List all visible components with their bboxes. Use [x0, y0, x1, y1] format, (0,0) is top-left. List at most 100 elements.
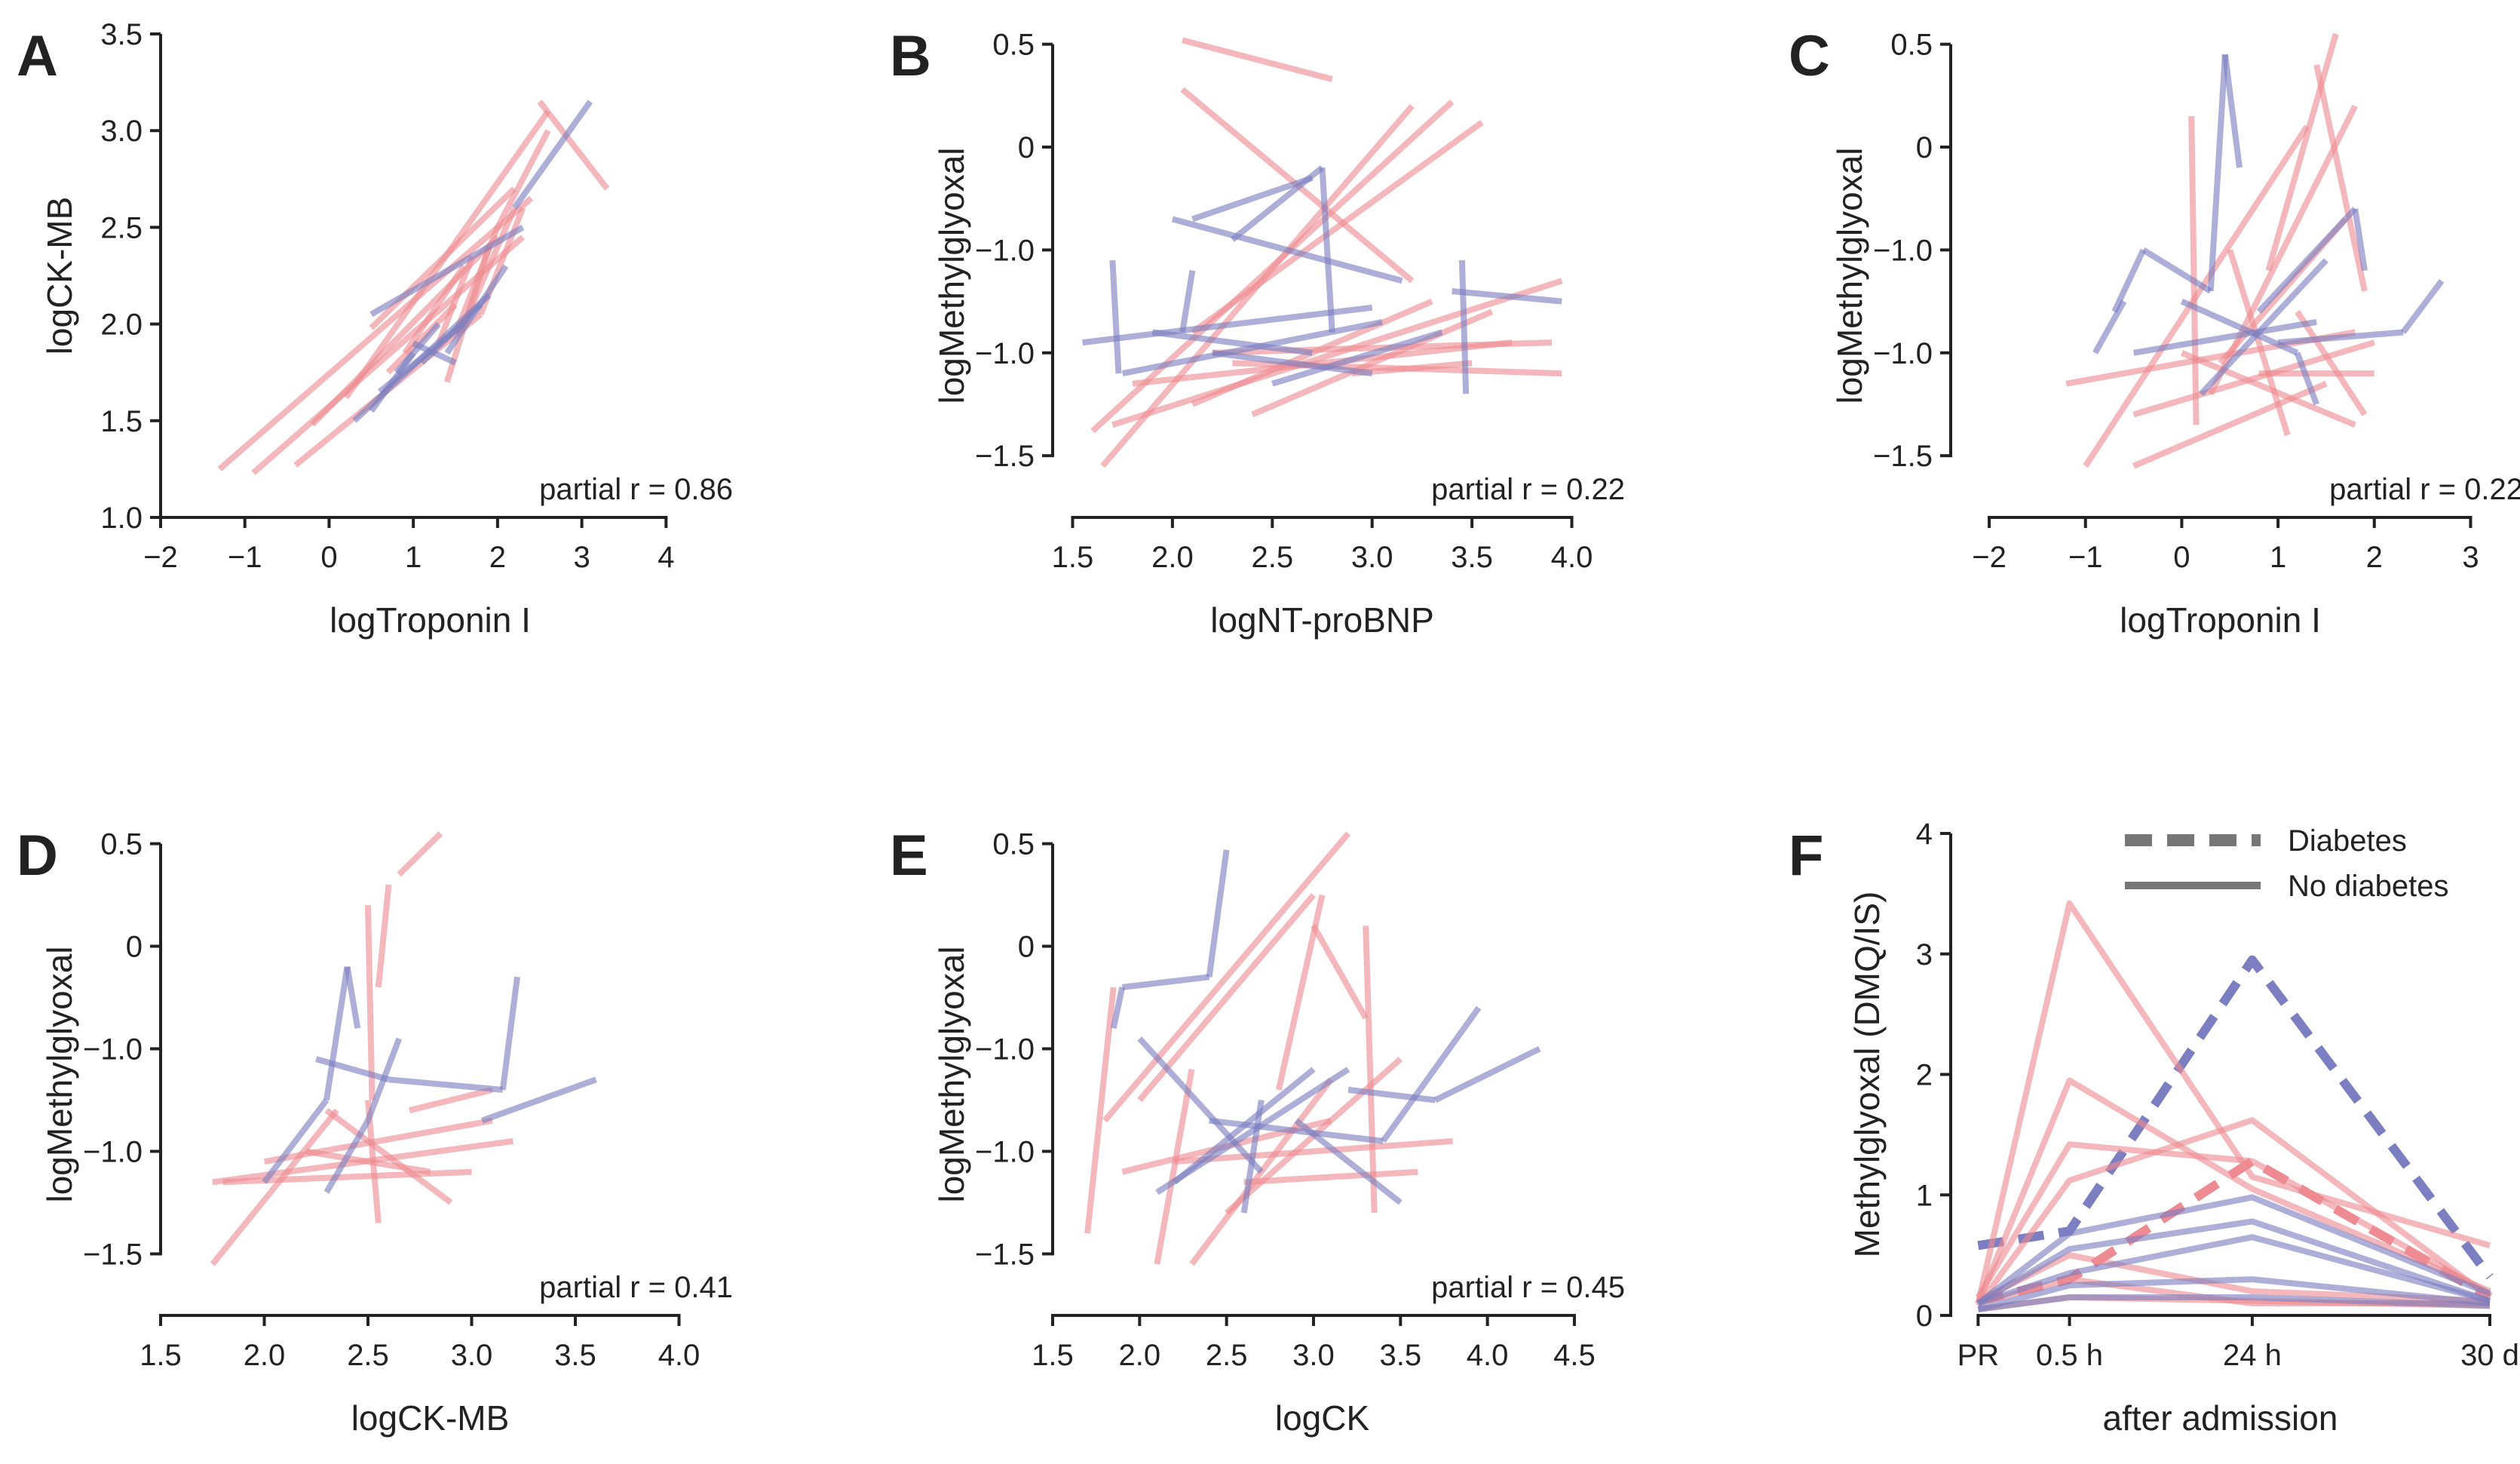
series-line-red	[1311, 924, 1369, 1020]
series-line-blue	[1977, 1294, 2491, 1312]
x-tick-label: −1	[2068, 541, 2103, 574]
series-line-red	[2180, 350, 2356, 428]
series-line-red	[1976, 1117, 2492, 1308]
y-tick-label: 3.5	[100, 18, 143, 51]
y-tick-label: −1.0	[83, 1033, 143, 1067]
series-line-blue	[2180, 298, 2299, 356]
series-line-blue	[2132, 318, 2317, 356]
series-line-blue	[1121, 974, 1210, 990]
y-axis-label: logMethylglyoxal	[1830, 147, 1869, 404]
series-line-red	[2313, 64, 2368, 292]
series-line-red	[2188, 116, 2200, 425]
series-line-blue	[2221, 54, 2243, 168]
y-axis-label: logMethylglyoxal	[932, 946, 971, 1202]
series-line-red	[2132, 339, 2375, 418]
series-line-red	[402, 264, 467, 355]
series-line-red	[1363, 925, 1378, 1214]
series-line-blue	[1380, 1005, 1482, 1143]
partial-r-annotation: partial r = 0.41	[539, 1271, 733, 1304]
y-tick-label: −1.5	[83, 1238, 143, 1271]
x-tick-label: 2.0	[1119, 1339, 1161, 1372]
series-line-blue	[1172, 1067, 1316, 1185]
panel-letter: D	[17, 824, 58, 888]
series-line-blue	[2294, 351, 2319, 406]
series-line-blue	[369, 351, 416, 413]
x-tick-label: 2	[489, 541, 506, 574]
series-line-red	[210, 1108, 339, 1266]
partial-r-annotation: partial r = 0.22	[1431, 473, 1625, 506]
partial-r-annotation: partial r = 0.22	[2329, 473, 2520, 506]
x-tick-label: 4	[658, 541, 674, 574]
panel-d: −1.5 −1.0 −1.0 0 0.5 1.5 2.0 2.5 3.0 3.5 4.0 logCK-…	[17, 824, 733, 1438]
x-axis-label: logTroponin I	[2120, 600, 2321, 640]
y-tick-label: −1.5	[975, 1238, 1035, 1271]
x-tick-label: 2.5	[1206, 1339, 1248, 1372]
x-tick-label: 1	[405, 541, 422, 574]
x-tick-label: 30 d	[2460, 1339, 2519, 1372]
series-line-red	[1191, 120, 1484, 335]
series-line-blue	[1347, 1086, 1436, 1103]
y-tick-label: 0	[1916, 1300, 1933, 1333]
series-line-blue	[1977, 1276, 2491, 1312]
series-line-blue	[1212, 349, 1373, 377]
series-line-blue	[1209, 1117, 1384, 1144]
series-line-blue	[365, 1037, 403, 1122]
x-tick-label: 3	[2462, 541, 2479, 574]
series-line-red	[2132, 381, 2328, 469]
y-tick-label: 1	[1916, 1179, 1933, 1212]
panel-letter: F	[1789, 824, 1823, 888]
x-tick-label: 24 h	[2223, 1339, 2282, 1372]
y-axis-label: logCK-MB	[40, 197, 79, 355]
y-tick-label: 0	[126, 931, 143, 964]
series-line-red	[397, 831, 443, 877]
y-axis-label: Methylglyoxal (DMQ/IS)	[1847, 892, 1887, 1258]
y-tick-label: 3.0	[100, 115, 143, 148]
series-line-blue	[412, 340, 457, 366]
y-axis-label: logMethylglyoxal	[932, 147, 971, 404]
series-line-blue	[2092, 299, 2127, 354]
x-tick-label: PR	[1957, 1339, 2000, 1372]
x-tick-label: −2	[143, 541, 178, 574]
series-line-blue	[2400, 278, 2445, 334]
series-line-red	[537, 100, 610, 191]
series-line-blue	[1137, 1036, 1264, 1174]
x-tick-label: 0.5 h	[2036, 1339, 2103, 1372]
x-tick-label: 0	[2173, 541, 2190, 574]
series-line-blue	[480, 1076, 597, 1124]
x-axis-label: logTroponin I	[330, 600, 531, 640]
series-line-blue	[1452, 288, 1562, 305]
x-tick-label: 4.5	[1553, 1339, 1596, 1372]
series-line-blue	[1240, 1099, 1265, 1214]
series-line-blue	[1109, 259, 1122, 374]
legend-label: No diabetes	[2288, 870, 2448, 903]
series-line-blue	[499, 976, 520, 1091]
series-line-blue	[1206, 849, 1230, 978]
series-line-red	[2295, 310, 2368, 416]
series-line-blue	[323, 1119, 371, 1194]
series-line-blue	[2207, 54, 2228, 292]
y-tick-label: −1.0	[975, 337, 1035, 370]
series-line-blue	[1976, 1194, 2491, 1306]
series-line-blue	[444, 264, 509, 355]
series-line-red	[385, 302, 458, 375]
series-line-blue	[1976, 1218, 2491, 1306]
series-line-red	[305, 1148, 431, 1175]
x-tick-label: −1	[228, 541, 262, 574]
y-tick-label: 0	[1916, 131, 1933, 164]
y-tick-label: 0.5	[1890, 29, 1933, 62]
y-tick-label: 0	[1018, 131, 1035, 164]
y-tick-label: 2.5	[100, 211, 143, 244]
series-line-blue	[1151, 329, 1313, 356]
panel-b: −1.5 −1.0 −1.0 0 0.5 1.5 2.0 2.5 3.0 3.5 4.0 logNT-…	[890, 24, 1625, 640]
series-line-blue	[1230, 165, 1325, 242]
x-tick-label: 3.5	[554, 1339, 596, 1372]
series-line-blue	[1319, 167, 1335, 333]
partial-r-annotation: partial r = 0.86	[539, 473, 733, 506]
x-tick-label: 3.5	[1451, 541, 1493, 574]
x-tick-label: 3	[573, 541, 590, 574]
series-line-red	[1182, 37, 1333, 82]
series-line-blue	[388, 1076, 504, 1093]
series-line-blue	[1271, 329, 1443, 387]
panel-letter: A	[17, 24, 58, 88]
panel-letter: B	[890, 24, 931, 88]
